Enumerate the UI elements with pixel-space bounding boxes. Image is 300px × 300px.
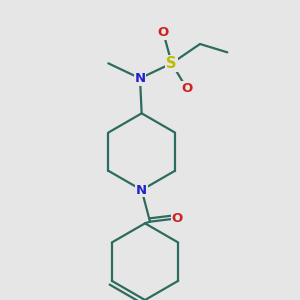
Text: O: O [158,26,169,39]
Text: N: N [134,72,146,85]
Text: O: O [172,212,183,225]
Text: N: N [136,184,147,196]
Text: O: O [181,82,192,95]
Text: S: S [167,56,177,71]
